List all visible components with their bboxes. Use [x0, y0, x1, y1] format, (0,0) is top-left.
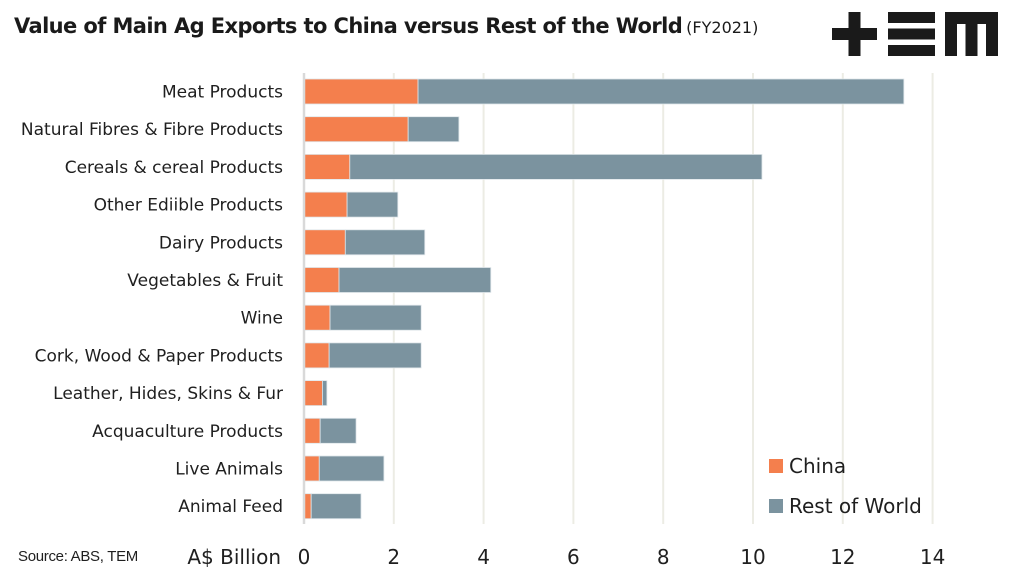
x-tick-label: 4	[477, 545, 490, 569]
category-label: Vegetables & Fruit	[127, 271, 283, 291]
bar-rest-of-world	[329, 304, 422, 331]
bar-china	[303, 153, 351, 180]
category-label: Meat Products	[162, 83, 283, 103]
bar-china	[303, 342, 330, 369]
tem-logo-icon	[832, 12, 998, 56]
logo-bar-bottom	[888, 45, 935, 56]
legend-swatch-china	[769, 459, 783, 473]
category-label: Acquaculture Products	[92, 422, 283, 442]
bar-china	[303, 116, 409, 143]
legend-label: Rest of World	[789, 494, 922, 518]
category-label: Dairy Products	[159, 233, 283, 253]
logo-bar-top	[888, 12, 935, 23]
bar-china	[303, 267, 340, 293]
logo-plus-vertical	[848, 12, 861, 56]
bar-china	[303, 455, 320, 482]
x-tick-label: 0	[298, 545, 311, 569]
bar-china	[303, 380, 323, 407]
legend: China Rest of World	[769, 454, 922, 518]
x-tick-label: 8	[657, 545, 670, 569]
bar-china	[303, 304, 331, 331]
bar-china	[303, 229, 346, 256]
bar-rest-of-world	[344, 229, 426, 256]
chart-title: Value of Main Ag Exports to China versus…	[14, 14, 758, 38]
legend-label: China	[789, 454, 846, 478]
category-label: Cereals & cereal Products	[65, 158, 283, 178]
bar-rest-of-world	[349, 153, 763, 180]
x-tick-labels: 0 2 4 6 8 10 12 14	[298, 545, 946, 569]
chart-title-main: Value of Main Ag Exports to China versus…	[14, 14, 683, 38]
x-axis-title: A$ Billion	[187, 545, 281, 569]
category-label: Wine	[241, 309, 283, 329]
chart-title-period: (FY2021)	[686, 18, 759, 37]
category-label: Cork, Wood & Paper Products	[35, 346, 283, 366]
logo-m	[945, 12, 998, 56]
x-tick-label: 12	[830, 545, 855, 569]
bar-rest-of-world	[407, 116, 460, 143]
x-tick-label: 2	[387, 545, 400, 569]
bar-rest-of-world	[338, 267, 492, 293]
bar-china	[303, 191, 348, 218]
source-note: Source: ABS, TEM	[18, 548, 138, 565]
category-labels: Meat Products Natural Fibres & Fibre Prod…	[21, 83, 283, 518]
category-label: Natural Fibres & Fibre Products	[21, 120, 283, 140]
bar-rest-of-world	[346, 191, 399, 218]
x-tick-label: 6	[567, 545, 580, 569]
bar-rest-of-world	[318, 455, 385, 482]
bar-rest-of-world	[417, 78, 905, 105]
category-label: Live Animals	[175, 460, 283, 480]
x-tick-label: 10	[740, 545, 765, 569]
bar-rest-of-world	[328, 342, 422, 369]
bar-rest-of-world	[310, 493, 362, 520]
legend-swatch-rest-of-world	[769, 499, 783, 513]
bar-china	[303, 78, 419, 105]
bar-china	[303, 417, 321, 444]
logo-bar-middle	[888, 28, 935, 40]
category-label: Animal Feed	[178, 497, 283, 517]
bars	[303, 78, 905, 520]
category-label: Leather, Hides, Skins & Fur	[53, 384, 283, 404]
category-label: Other Ediible Products	[94, 196, 284, 216]
bar-rest-of-world	[322, 380, 328, 407]
x-tick-label: 14	[920, 545, 945, 569]
bar-rest-of-world	[319, 417, 357, 444]
gridlines	[392, 73, 934, 524]
